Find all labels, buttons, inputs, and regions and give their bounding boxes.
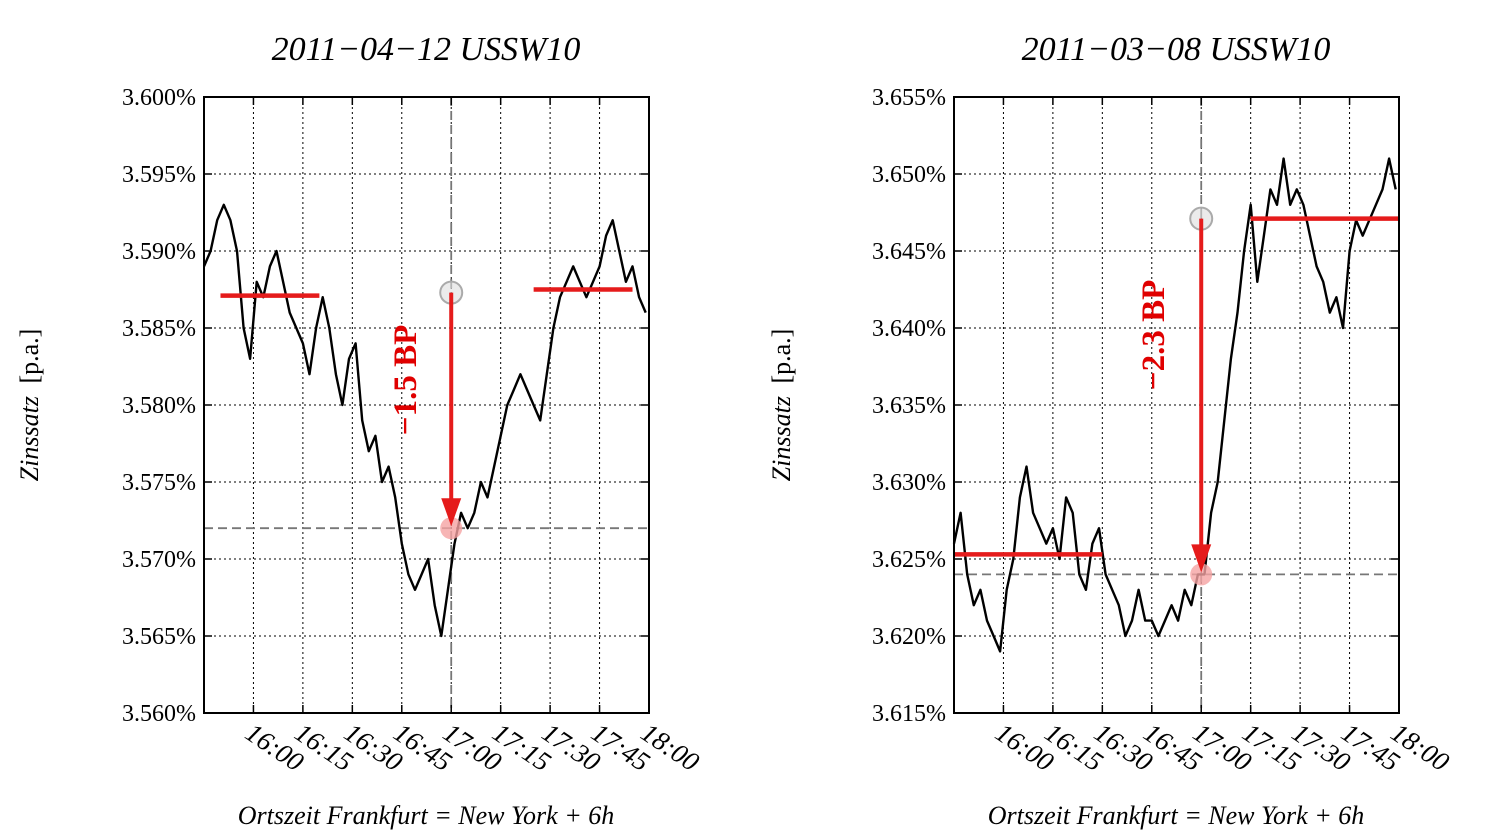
change-arrow-head: [441, 498, 462, 527]
y-tick-label: 3.650%: [872, 162, 946, 188]
chart-title: 2011−03−08 USSW10: [1022, 31, 1331, 68]
series-line: [202, 203, 647, 638]
svg-text:Zinssatz [p.a.]: Zinssatz [p.a.]: [15, 329, 44, 482]
y-axis-label: Zinssatz [p.a.]: [767, 329, 796, 482]
y-tick-label: 3.565%: [122, 624, 196, 650]
y-tick-label: 3.560%: [122, 701, 196, 727]
change-arrow-head: [1191, 544, 1212, 573]
x-axis-label: Ortszeit Frankfurt = New York + 6h: [988, 801, 1365, 830]
y-tick-label: 3.640%: [872, 316, 946, 342]
x-tick-label: 18:00: [1386, 717, 1455, 777]
chart-title: 2011−04−12 USSW10: [272, 31, 581, 68]
x-tick-label: 18:00: [636, 717, 705, 777]
y-tick-label: 3.585%: [122, 316, 196, 342]
y-axis-label-main: Zinssatz: [15, 396, 44, 481]
y-tick-label: 3.615%: [872, 701, 946, 727]
change-annotation: −1.5 BP: [388, 325, 424, 435]
after-marker: [440, 517, 463, 540]
plot-area: 3.615% 3.620% 3.625% 3.630% 3.635% 3.640% 3.64…: [872, 85, 1455, 777]
svg-text:Zinssatz [p.a.]: Zinssatz [p.a.]: [767, 329, 796, 482]
y-tick-label: 3.600%: [122, 85, 196, 111]
y-tick-label: 3.630%: [872, 470, 946, 496]
y-tick-label: 3.575%: [122, 470, 196, 496]
y-tick-label: 3.645%: [872, 239, 946, 265]
chart-right: 3.615% 3.620% 3.625% 3.630% 3.635% 3.640% 3.64…: [767, 31, 1455, 830]
y-axis-label-main: Zinssatz: [767, 396, 796, 481]
y-tick-label: 3.620%: [872, 624, 946, 650]
y-tick-label: 3.590%: [122, 239, 196, 265]
y-tick-label: 3.625%: [872, 547, 946, 573]
y-tick-label: 3.570%: [122, 547, 196, 573]
y-tick-label: 3.635%: [872, 393, 946, 419]
after-marker: [1190, 563, 1213, 586]
y-tick-label: 3.595%: [122, 162, 196, 188]
x-axis-label: Ortszeit Frankfurt = New York + 6h: [238, 801, 615, 830]
change-annotation: −2.3 BP: [1136, 280, 1172, 390]
y-axis-label: Zinssatz [p.a.]: [15, 329, 44, 482]
chart-left: 3.560% 3.565% 3.570% 3.575% 3.580% 3.585% 3.59…: [15, 31, 705, 830]
y-tick-label: 3.655%: [872, 85, 946, 111]
series-line: [952, 157, 1397, 653]
y-axis-label-unit: [p.a.]: [767, 329, 796, 384]
y-tick-label: 3.580%: [122, 393, 196, 419]
y-axis-label-unit: [p.a.]: [15, 329, 44, 384]
